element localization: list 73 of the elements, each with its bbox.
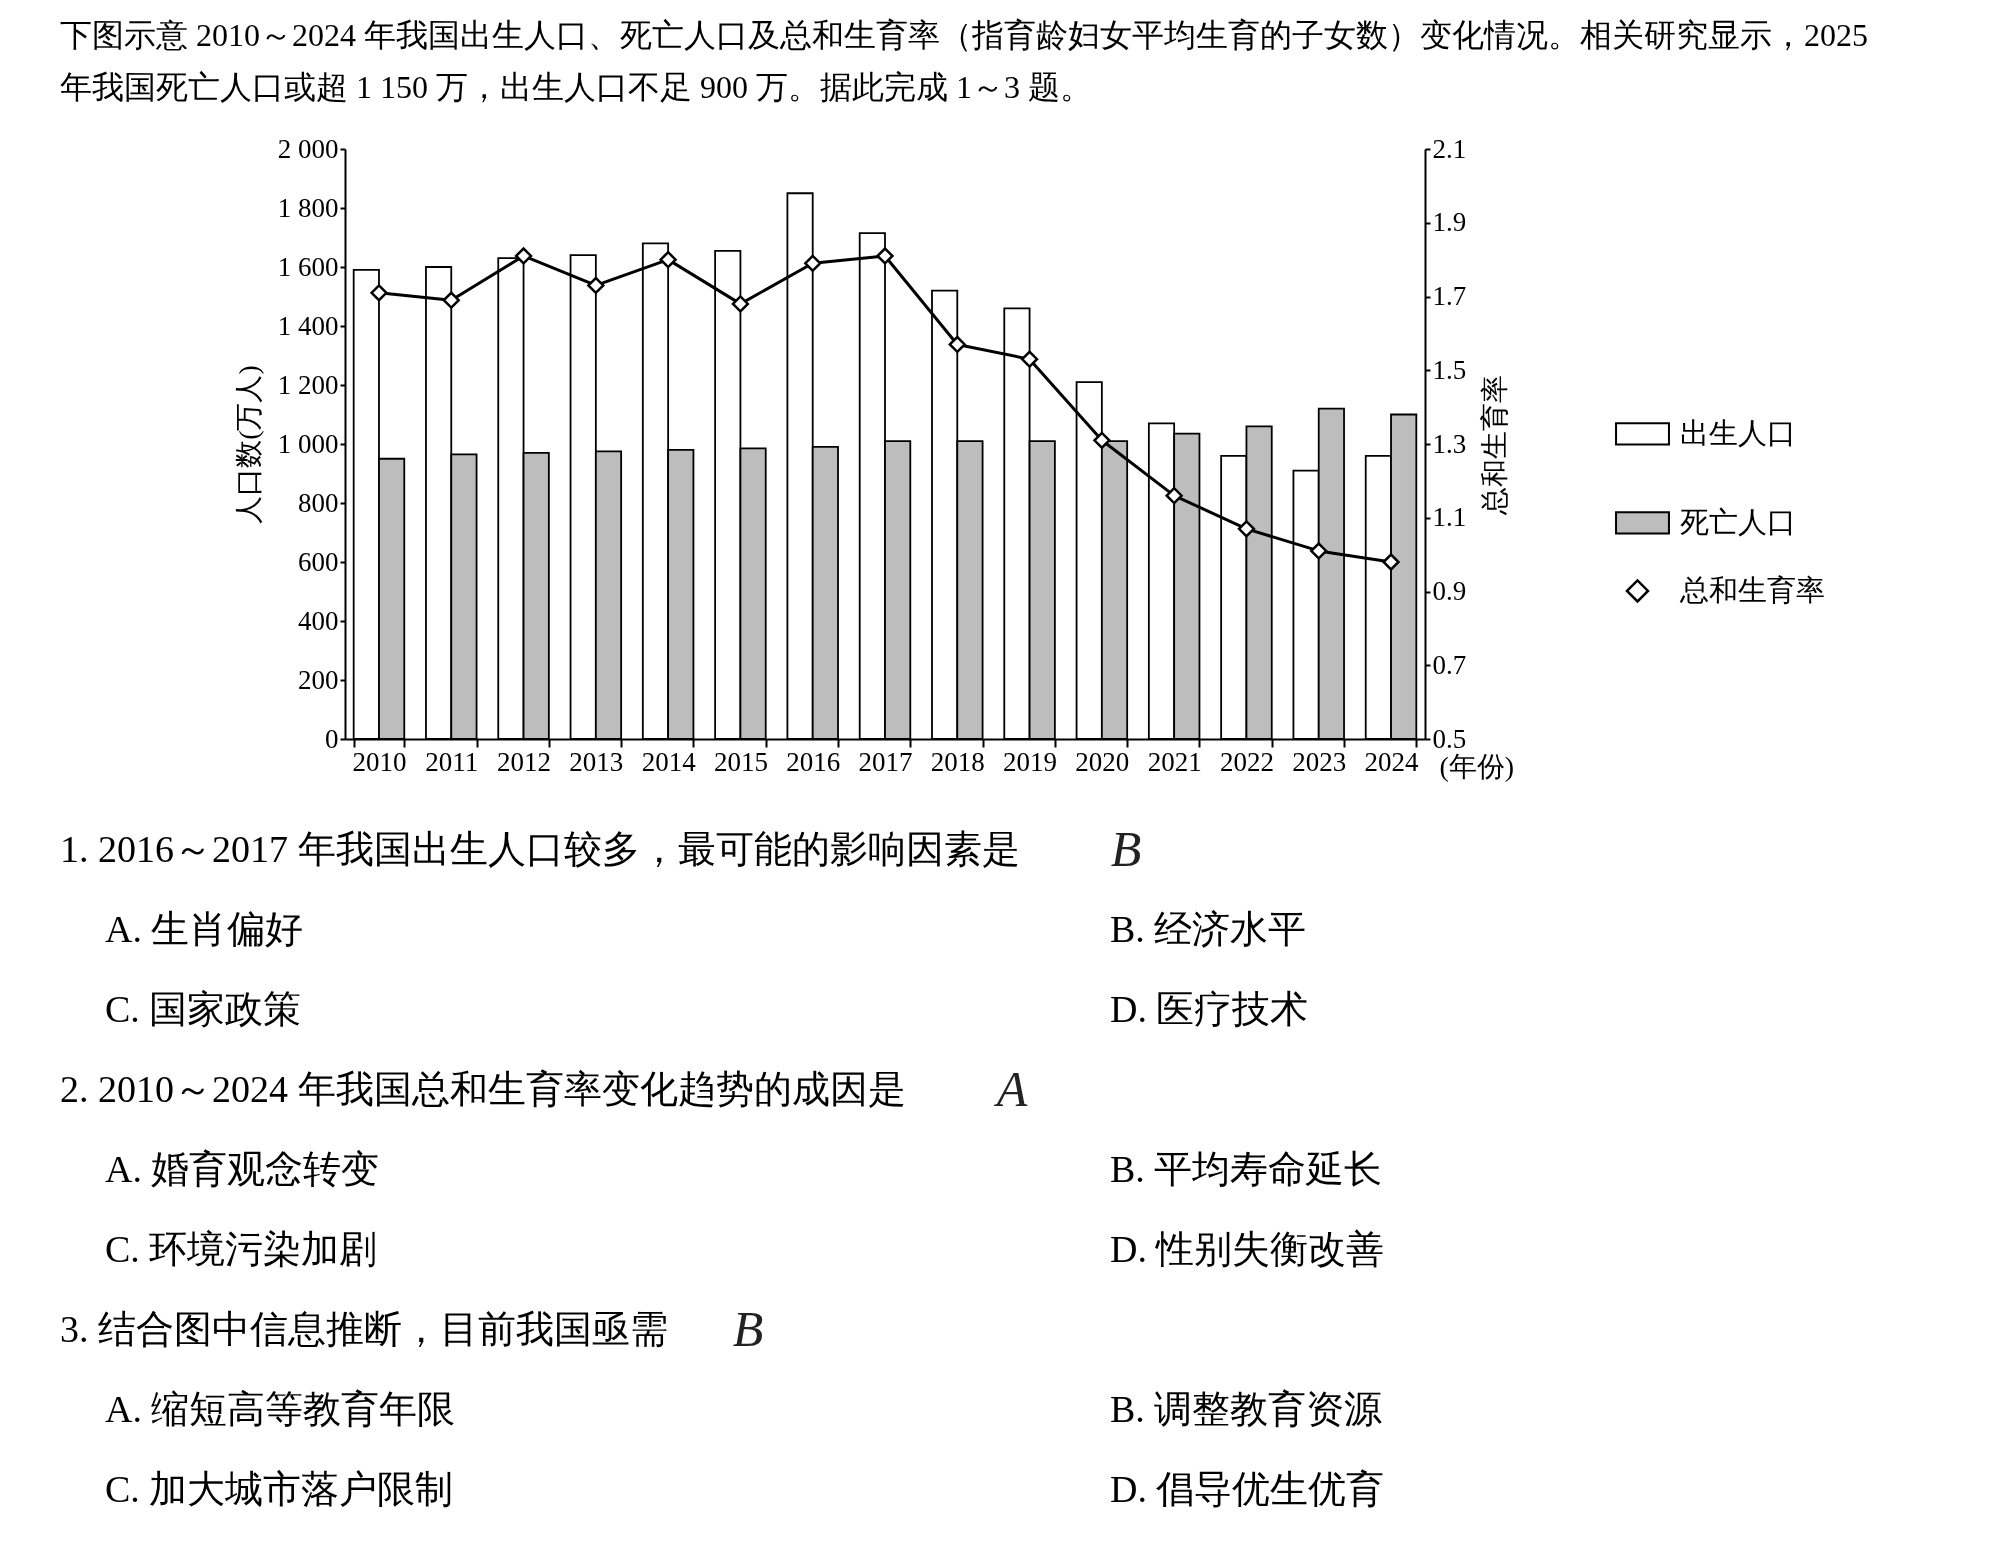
text: 1. 2016～2017 年我国出生人口较多，最可能的影响因素是 (60, 828, 1020, 870)
y-tick-label: 1 800 (277, 192, 339, 223)
x-tick-label: 2014 (641, 746, 697, 777)
x-tick-label: 2022 (1219, 746, 1274, 777)
y-tick-label: 1 000 (277, 428, 339, 459)
x-tick-label: 2019 (1003, 746, 1058, 777)
y-tick-label: 1 600 (277, 251, 339, 282)
x-tick-label: 2015 (713, 746, 768, 777)
text: 3. 结合图中信息推断，目前我国亟需 (60, 1308, 668, 1350)
text: A. 生肖偏好 (105, 908, 304, 950)
legend-label: 出生人口 (1680, 416, 1796, 449)
point (1310, 542, 1328, 560)
text: D. 医疗技术 (1110, 988, 1309, 1030)
point (370, 284, 388, 302)
text: A (993, 1061, 1028, 1117)
x-tick-label: 2016 (786, 746, 841, 777)
x-tick-label: 2013 (569, 746, 624, 777)
point (1237, 520, 1256, 538)
point (804, 254, 822, 272)
point (1020, 350, 1039, 368)
chart-title: 下图示意 2010～2024 年我国出生人口、死亡人口及总和生育率（指育龄妇女平均生育的子女数）变化情况。相关研究显示，2025 年我国死亡人口或超 1 150 万，出生人口不足 900 万。据此完成 1～3 题。 (60, 17, 1868, 105)
text: D. 性别失衡改善 (1110, 1228, 1385, 1270)
point (876, 247, 894, 265)
point (1165, 486, 1183, 505)
text: C. 加大城市落户限制 (105, 1468, 454, 1510)
x-tick-label: 2021 (1147, 746, 1202, 777)
text: C. 环境污染加剧 (105, 1228, 378, 1270)
x-tick-label: 2018 (930, 746, 985, 777)
point (514, 247, 533, 265)
point (659, 250, 677, 269)
y-tick-label: 200 (298, 664, 339, 695)
x-tick-label: 2020 (1075, 746, 1130, 777)
point (1382, 553, 1400, 571)
y-tick-label: 1 200 (277, 369, 339, 400)
x-tick-label: 2011 (425, 746, 479, 777)
text: B. 经济水平 (1110, 908, 1307, 950)
text: B (1110, 821, 1142, 877)
legend-label: 死亡人口 (1680, 505, 1796, 538)
y-tick-label: 400 (298, 605, 339, 636)
y-tick-label: 800 (298, 487, 339, 518)
point (587, 276, 605, 295)
y-axis-title: 人口数(万人) (232, 365, 264, 524)
point (731, 295, 750, 313)
y2-tick-label: 1.7 (1432, 281, 1467, 311)
point (1093, 431, 1111, 449)
text: B. 调整教育资源 (1110, 1388, 1383, 1430)
y2-tick-label: 1.5 (1432, 354, 1467, 385)
x-tick-label: 2010 (352, 746, 407, 777)
text: B. 平均寿命延长 (1110, 1148, 1383, 1190)
text: B (732, 1301, 764, 1357)
y2-tick-label: 1.9 (1432, 207, 1467, 238)
y-tick-label: 2 000 (277, 133, 339, 164)
x-tick-label: 2023 (1292, 746, 1347, 777)
y-tick-label: 600 (298, 546, 339, 577)
y-tick-label: 0 (325, 723, 339, 754)
x-tick-label: 2012 (497, 746, 552, 777)
y2-tick-label: 1.1 (1432, 502, 1467, 533)
point (948, 335, 966, 354)
text: A. 婚育观念转变 (105, 1148, 380, 1190)
x-tick-label: 2017 (858, 746, 913, 777)
point (442, 291, 460, 309)
x-tick-label: 2024 (1364, 746, 1420, 777)
y2-tick-label: 1.3 (1432, 428, 1467, 459)
y2-axis-title: 总和生育率 (1479, 374, 1511, 516)
y2-tick-label: 0.7 (1432, 649, 1467, 680)
text: C. 国家政策 (105, 988, 302, 1030)
y2-tick-label: 0.9 (1432, 576, 1467, 606)
text: A. 缩短高等教育年限 (105, 1388, 456, 1430)
text: D. 倡导优生优育 (1110, 1468, 1385, 1510)
y2-tick-label: 2.1 (1432, 133, 1467, 164)
text: 2. 2010～2024 年我国总和生育率变化趋势的成因是 (60, 1068, 906, 1110)
legend-label: 总和生育率 (1679, 573, 1825, 606)
y-tick-label: 1 400 (277, 310, 339, 341)
